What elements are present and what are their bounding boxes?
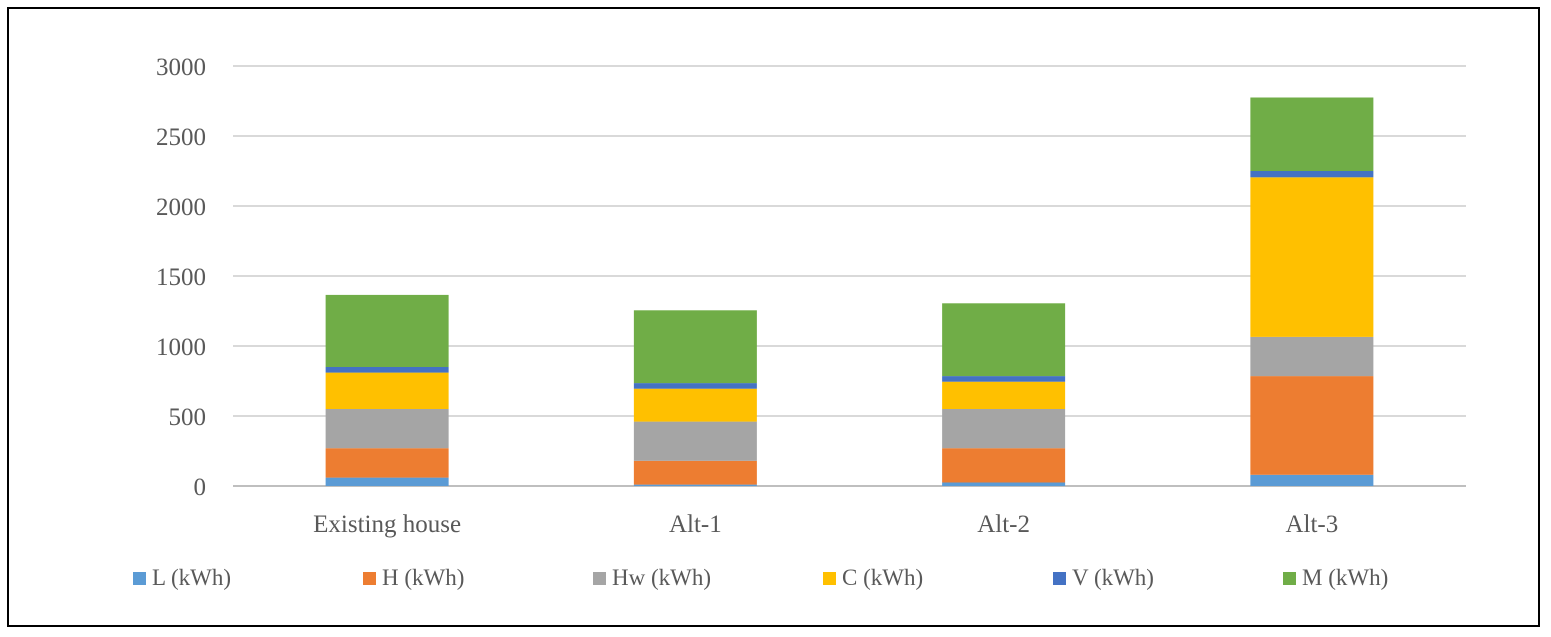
bar-segment <box>942 381 1066 409</box>
bar-segment <box>325 477 449 486</box>
bar-segment <box>1250 474 1374 486</box>
y-tick-label: 1500 <box>156 264 206 291</box>
legend-label: M (kWh) <box>1302 565 1388 590</box>
legend-label: C (kWh) <box>842 565 923 590</box>
bar-segment <box>325 409 449 449</box>
bar-segment <box>1250 177 1374 337</box>
y-axis-ticks: 0 500 1000 1500 2000 2500 3000 <box>156 54 206 501</box>
bar-segment <box>325 294 449 367</box>
legend-label: Hw (kWh) <box>612 565 711 590</box>
x-category-label: Alt-2 <box>977 511 1030 538</box>
legend-swatch <box>823 572 836 585</box>
bar-segment <box>325 372 449 409</box>
legend-swatch <box>593 572 606 585</box>
legend-label: V (kWh) <box>1072 565 1154 590</box>
bar-segment <box>633 383 757 389</box>
x-category-label: Alt-1 <box>669 511 722 538</box>
bar-segment <box>942 376 1066 382</box>
x-category-label: Alt-3 <box>1285 511 1338 538</box>
bar-segment <box>633 421 757 461</box>
bar-segment <box>942 448 1066 483</box>
y-tick-label: 2500 <box>156 124 206 151</box>
bar-segment <box>1250 97 1374 171</box>
legend-label: L (kWh) <box>152 565 231 590</box>
x-category-label: Existing house <box>313 511 461 538</box>
bar-segment <box>633 388 757 422</box>
bar-segment <box>633 310 757 384</box>
legend-swatch <box>1283 572 1296 585</box>
bar-segment <box>942 482 1066 486</box>
y-tick-label: 500 <box>169 404 207 431</box>
bars <box>325 97 1374 486</box>
legend-label: H (kWh) <box>382 565 464 590</box>
bar-segment <box>325 367 449 373</box>
x-axis-categories: Existing house Alt-1 Alt-2 Alt-3 <box>313 511 1338 538</box>
bar-segment <box>1250 171 1374 178</box>
bar-segment <box>1250 336 1374 377</box>
bar-segment <box>942 409 1066 449</box>
y-tick-label: 1000 <box>156 334 206 361</box>
bar-segment <box>942 303 1066 377</box>
legend-swatch <box>363 572 376 585</box>
y-tick-label: 2000 <box>156 194 206 221</box>
legend-swatch <box>1053 572 1066 585</box>
bar-segment <box>325 448 449 478</box>
y-tick-label: 0 <box>194 474 207 501</box>
bar-segment <box>633 484 757 486</box>
legend: L (kWh) H (kWh) Hw (kWh) C (kWh) V (kWh) M (k… <box>133 565 1388 590</box>
bar-segment <box>633 460 757 485</box>
y-tick-label: 3000 <box>156 54 206 81</box>
bar-segment <box>1250 376 1374 475</box>
legend-swatch <box>133 572 146 585</box>
